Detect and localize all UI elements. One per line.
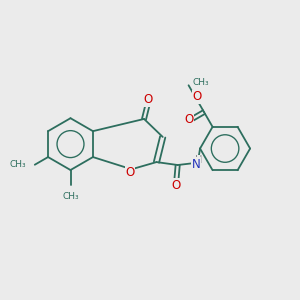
Text: H: H (195, 155, 203, 165)
Text: CH₃: CH₃ (62, 192, 79, 201)
Text: O: O (125, 166, 135, 179)
Text: CH₃: CH₃ (193, 78, 210, 87)
Text: O: O (193, 90, 202, 104)
Text: O: O (172, 178, 181, 191)
Text: CH₃: CH₃ (10, 160, 27, 169)
Text: H: H (195, 155, 203, 165)
Text: N: N (192, 158, 201, 171)
Text: O: O (144, 93, 153, 106)
Text: O: O (184, 113, 194, 126)
